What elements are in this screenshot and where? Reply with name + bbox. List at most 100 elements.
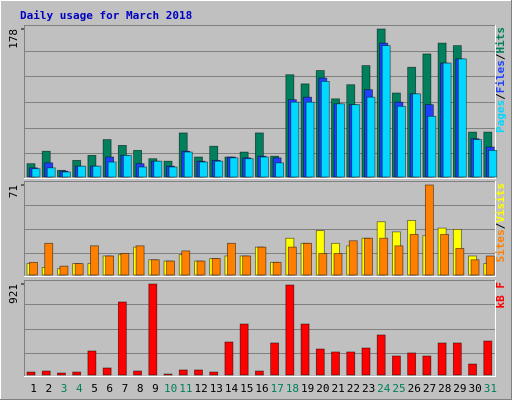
bar	[183, 151, 193, 178]
bar	[26, 371, 36, 376]
x-tick-label: 27	[423, 382, 436, 395]
bar	[194, 369, 203, 376]
bar	[74, 263, 84, 276]
bar	[163, 373, 173, 376]
x-tick-label: 9	[152, 382, 159, 395]
x-tick-label: 14	[225, 382, 239, 395]
y-tick-label: 921	[7, 284, 20, 304]
bar	[488, 149, 498, 178]
bar	[452, 342, 462, 376]
x-tick-label: 29	[453, 382, 466, 395]
bar	[90, 245, 99, 276]
bar	[270, 342, 280, 376]
bar	[427, 115, 437, 178]
bar	[272, 261, 282, 276]
x-tick-label: 8	[137, 382, 144, 395]
y-tick-label: 71	[7, 185, 20, 198]
bar	[379, 237, 389, 276]
bar	[366, 96, 376, 178]
bar	[57, 372, 66, 376]
x-tick-label: 12	[194, 382, 207, 395]
bar	[412, 93, 422, 178]
x-tick-label: 23	[362, 382, 375, 395]
legend: Pages/Files/Hits	[494, 27, 507, 133]
bar	[290, 101, 300, 178]
legend-entry: Files	[494, 60, 507, 93]
bar	[381, 45, 391, 178]
bar	[259, 156, 269, 178]
bar	[485, 255, 495, 276]
bar	[424, 184, 434, 276]
chart-title: Daily usage for March 2018	[20, 9, 192, 22]
x-tick-label: 6	[106, 382, 113, 395]
legend-entry: Sites	[494, 229, 507, 262]
x-tick-label: 7	[122, 382, 129, 395]
legend-entry: kB F	[494, 282, 507, 309]
x-tick-label: 5	[91, 382, 98, 395]
bar	[320, 80, 330, 178]
bar	[135, 245, 145, 276]
bar	[239, 323, 249, 376]
bar	[62, 171, 71, 178]
bar	[229, 157, 239, 178]
bar	[407, 352, 417, 376]
bar	[148, 283, 158, 376]
x-tick-label: 30	[469, 382, 482, 395]
x-tick-label: 17	[271, 382, 284, 395]
bar	[315, 348, 325, 376]
bar	[394, 245, 404, 276]
bar	[102, 367, 112, 376]
bar	[409, 234, 419, 276]
panel	[24, 280, 496, 377]
x-tick-label: 11	[179, 382, 192, 395]
bar	[305, 101, 315, 178]
bar	[168, 166, 178, 178]
bar	[44, 242, 54, 276]
bar	[346, 351, 356, 376]
x-tick-label: 4	[76, 382, 83, 395]
bar	[105, 255, 115, 276]
bar	[473, 139, 482, 178]
bar	[166, 260, 175, 276]
x-tick-label: 19	[301, 382, 314, 395]
x-tick-label: 31	[484, 382, 497, 395]
x-tick-label: 21	[332, 382, 345, 395]
x-tick-label: 16	[255, 382, 268, 395]
x-tick-label: 1	[30, 382, 37, 395]
legend-entry: Pages	[494, 100, 507, 133]
bar	[483, 340, 493, 376]
bar	[209, 371, 219, 376]
bar	[224, 341, 234, 376]
bar	[107, 161, 117, 178]
legend-separator: /	[494, 222, 507, 229]
bar	[254, 370, 264, 376]
bar	[440, 234, 449, 276]
bar	[92, 165, 102, 178]
bar	[242, 255, 252, 276]
legend-separator: /	[494, 53, 507, 60]
bar	[133, 370, 142, 376]
bar	[120, 253, 130, 276]
x-tick-label: 18	[286, 382, 299, 395]
bar	[72, 371, 82, 376]
bar	[437, 342, 447, 376]
legend-separator: /	[494, 93, 507, 100]
bar	[285, 284, 295, 376]
bar	[287, 246, 297, 276]
bar	[333, 253, 343, 276]
legend: Sites/Visits	[494, 183, 507, 263]
bar	[468, 363, 477, 376]
bar	[138, 166, 147, 178]
bar	[196, 260, 206, 276]
bar	[318, 253, 328, 276]
x-tick-label: 3	[61, 382, 68, 395]
x-tick-label: 22	[347, 382, 360, 395]
bar	[150, 259, 160, 276]
bar	[470, 259, 480, 276]
legend: kB F	[494, 282, 507, 309]
bar	[181, 250, 191, 276]
x-tick-label: 24	[377, 382, 391, 395]
bar	[300, 323, 310, 376]
bar	[211, 258, 221, 276]
